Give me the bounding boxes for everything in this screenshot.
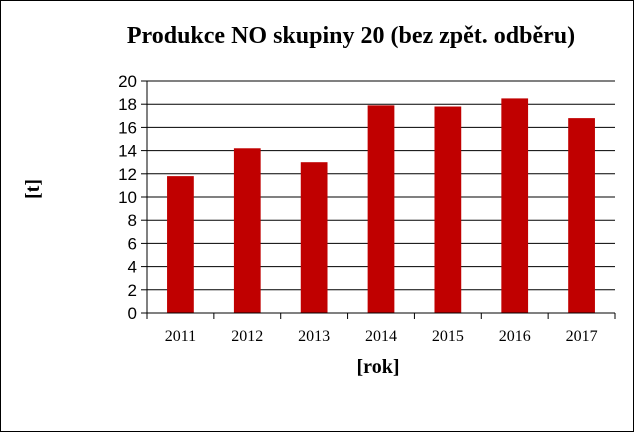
- y-tick-label: 2: [128, 281, 137, 300]
- x-tick-label: 2015: [432, 328, 464, 345]
- y-tick-label: 16: [118, 118, 137, 137]
- x-tick-label: 2012: [231, 328, 263, 345]
- bar-2012: [233, 148, 261, 313]
- y-tick-label: 0: [128, 304, 137, 323]
- bar-2014: [367, 105, 395, 313]
- axes: [141, 80, 616, 319]
- y-tick-label: 12: [118, 165, 137, 184]
- bar-2016: [501, 98, 529, 314]
- bars: [167, 98, 595, 314]
- x-tick-labels: 2011 2012 2013 2014 2015 2016 2017: [165, 328, 598, 345]
- y-tick-label: 14: [118, 142, 137, 161]
- y-tick-label: 4: [128, 258, 137, 277]
- y-tick-label: 10: [118, 188, 137, 207]
- x-tick-label: 2016: [499, 328, 531, 345]
- x-tick-label: 2011: [165, 328, 196, 345]
- y-tick-label: 6: [128, 234, 137, 253]
- y-tick-labels: 0 2 4 6 8 10 12 14 16 18 20: [118, 72, 137, 323]
- y-axis-label: [t]: [22, 179, 44, 199]
- y-tick-label: 20: [118, 72, 137, 91]
- x-axis-label: [rok]: [357, 356, 400, 378]
- bar-2015: [434, 106, 462, 314]
- bar-2017: [568, 118, 595, 314]
- y-tick-label: 8: [128, 211, 137, 230]
- x-tick-label: 2013: [298, 328, 330, 345]
- bar-2011: [167, 176, 194, 313]
- x-tick-label: 2017: [566, 328, 598, 345]
- bar-2013: [300, 162, 328, 313]
- chart-title: Produkce NO skupiny 20 (bez zpět. odběru…: [127, 23, 575, 49]
- y-tick-label: 18: [118, 95, 137, 114]
- x-tick-label: 2014: [365, 328, 397, 345]
